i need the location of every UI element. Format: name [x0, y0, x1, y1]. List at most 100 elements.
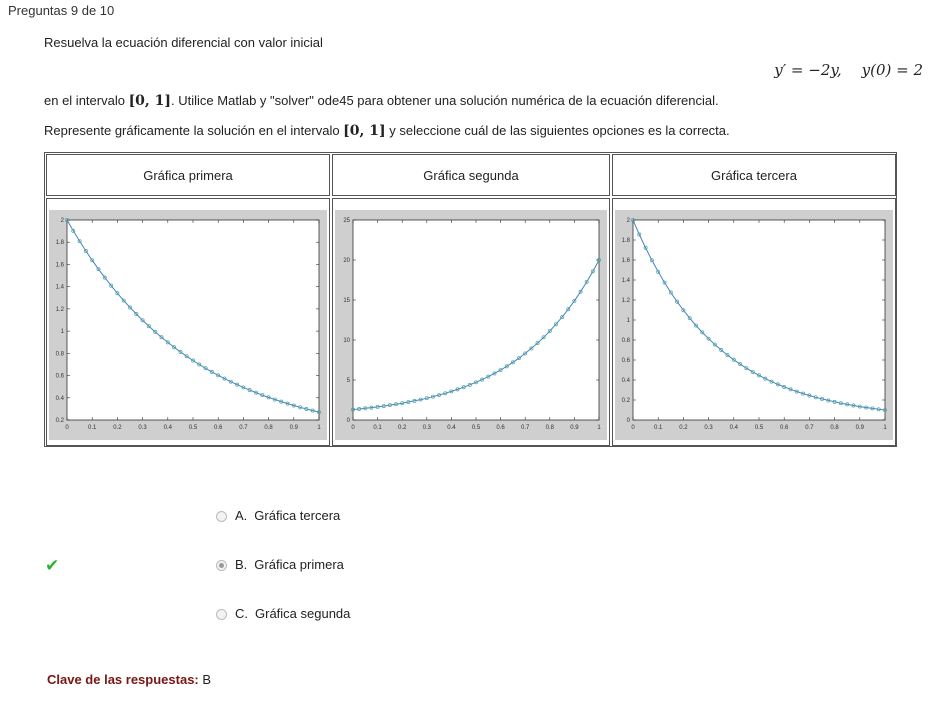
data-point — [387, 403, 392, 408]
data-point — [241, 385, 246, 390]
y-tick-label: 1.8 — [622, 238, 631, 244]
equation-initial-condition: y(0) = 2 — [861, 61, 923, 79]
data-point — [529, 346, 534, 351]
data-point — [510, 360, 515, 365]
y-tick-label: 0.2 — [56, 418, 65, 424]
data-point — [578, 289, 583, 294]
data-point — [298, 405, 303, 410]
data-point — [725, 353, 730, 358]
x-tick-label: 0 — [65, 425, 69, 431]
data-point — [369, 405, 374, 410]
line2-prefix: en el intervalo — [44, 93, 129, 108]
data-point — [719, 348, 724, 352]
x-tick-label: 0.3 — [423, 425, 432, 431]
x-tick-label: 0.5 — [755, 425, 764, 431]
y-tick-label: 0.6 — [622, 358, 631, 364]
data-point — [656, 269, 661, 274]
data-point — [541, 335, 546, 340]
data-point — [637, 232, 642, 237]
data-point — [782, 384, 787, 389]
graph-title-3: Gráfica tercera — [711, 167, 797, 183]
data-point — [517, 356, 521, 361]
data-point — [857, 404, 862, 409]
data-point — [279, 399, 284, 404]
series-line — [632, 219, 886, 411]
data-point — [140, 318, 145, 323]
line2-interval: [0, 1] — [128, 93, 172, 109]
data-point — [65, 218, 69, 222]
x-tick-label: 0.2 — [113, 425, 122, 431]
data-point — [461, 385, 466, 390]
y-tick-label: 1.8 — [56, 240, 65, 246]
radio-option-b[interactable] — [216, 560, 227, 571]
data-point — [77, 239, 82, 244]
data-point — [424, 396, 429, 401]
data-point — [71, 228, 76, 233]
data-point — [443, 391, 448, 396]
x-tick-label: 0.9 — [570, 425, 579, 431]
data-point — [351, 407, 355, 412]
data-point — [694, 323, 698, 328]
data-point — [153, 329, 158, 334]
y-tick-label: 0 — [347, 418, 351, 424]
x-tick-label: 0.9 — [856, 425, 865, 431]
data-point — [406, 400, 411, 404]
x-tick-label: 0.4 — [447, 425, 456, 431]
x-tick-label: 0.7 — [805, 425, 814, 431]
data-point — [449, 389, 454, 394]
data-point — [266, 395, 271, 400]
x-tick-label: 0 — [631, 425, 635, 431]
data-point — [584, 279, 589, 284]
option-c-letter: C. — [235, 606, 248, 621]
option-a[interactable]: A. Gráfica tercera — [216, 508, 340, 523]
data-point — [285, 401, 290, 406]
data-point — [649, 258, 654, 263]
radio-option-c[interactable] — [216, 609, 227, 620]
data-point — [272, 397, 277, 402]
data-point — [788, 387, 793, 392]
data-point — [566, 307, 571, 312]
graph-cell-1: 0 0.1 0.2 0.3 0.4 0.5 0.6 0.7 0.8 0.9 1 0.2 0.4 0.6 0.… — [46, 198, 330, 446]
data-point — [870, 406, 875, 411]
graph-header-2: Gráfica segunda — [332, 154, 610, 196]
data-point — [128, 305, 132, 310]
x-tick-label: 0.8 — [830, 425, 839, 431]
graph-cell-2: 0 0.1 0.2 0.3 0.4 0.5 0.6 0.7 0.8 0.9 1 0 5 10 15 20 25 — [332, 198, 610, 446]
option-b-letter: B. — [235, 557, 248, 572]
option-a-label: Gráfica tercera — [254, 508, 341, 523]
x-tick-label: 1 — [317, 425, 321, 431]
y-tick-label: 5 — [347, 378, 351, 384]
data-point — [310, 408, 315, 413]
data-point — [184, 354, 189, 359]
data-point — [400, 401, 405, 406]
line3-suffix: y seleccione cuál de las siguientes opci… — [385, 123, 730, 138]
data-point — [172, 345, 177, 350]
option-c[interactable]: C. Gráfica segunda — [216, 606, 350, 621]
data-point — [216, 373, 221, 378]
data-point — [706, 336, 711, 341]
data-point — [597, 258, 601, 262]
y-tick-label: 1.4 — [622, 278, 631, 284]
y-tick-label: 10 — [343, 338, 350, 344]
data-point — [115, 291, 120, 296]
data-point — [535, 341, 540, 346]
data-point — [165, 340, 170, 345]
data-point — [643, 245, 648, 250]
data-point — [675, 299, 680, 304]
option-b[interactable]: B. Gráfica primera — [216, 557, 344, 572]
data-point — [547, 329, 552, 333]
data-point — [838, 401, 843, 406]
data-point — [883, 408, 887, 412]
data-point — [304, 407, 309, 411]
y-tick-label: 1.6 — [56, 262, 65, 268]
graphs-table: Gráfica primera Gráfica segunda Gráfica … — [44, 152, 897, 447]
radio-option-a[interactable] — [216, 511, 227, 522]
data-point — [769, 379, 774, 384]
data-point — [90, 258, 95, 263]
y-tick-label: 1 — [61, 329, 65, 335]
y-tick-label: 2 — [61, 218, 65, 224]
question-text-line1: Resuelva la ecuación diferencial con val… — [44, 35, 323, 50]
data-point — [662, 280, 667, 285]
data-point — [498, 368, 503, 372]
data-point — [763, 376, 768, 381]
